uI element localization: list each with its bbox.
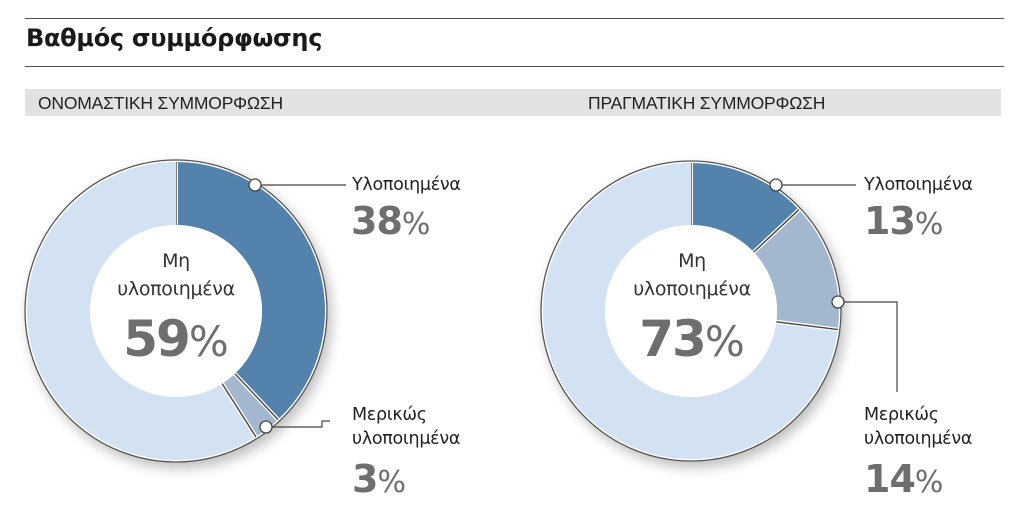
implemented-value-nominal: 38% [351,202,430,240]
center-label-actual: Μη υλοποιημένα [612,247,772,303]
page-title: Βαθμός συμμόρφωσης [26,24,323,52]
header-band-nominal [25,89,515,116]
label-line1: Μερικώς [864,405,939,425]
center-value-nominal: 59% [96,314,256,364]
percent-sign: % [188,317,229,366]
title-rule [25,66,1004,67]
partial-value-nominal: 3% [352,460,406,498]
marker-partial-nominal [259,420,273,434]
center-value-number: 73 [639,310,707,368]
center-value-number: 59 [123,310,191,368]
leader-lines-actual [776,184,898,392]
percent-sign: % [914,465,944,500]
label-line2: υλοποιημένα [352,429,461,449]
leader-lines-nominal [256,184,346,428]
center-label-line2: υλοποιημένα [117,278,235,300]
partial-label-actual: Μερικώς υλοποιημένα [864,403,972,451]
percent-sign: % [401,207,431,242]
top-rule [25,18,1004,19]
value-number: 14 [864,457,916,501]
percent-sign: % [914,207,944,242]
donut-actual [540,160,842,462]
center-value-actual: 73% [612,314,772,364]
center-label-line1: Μη [678,250,706,272]
slice-partial [753,209,839,330]
slice-implemented [691,163,799,253]
marker-partial-actual [831,295,845,309]
donut-nominal [24,159,328,463]
chart-header-nominal: ΟΝΟΜΑΣΤΙΚΗ ΣΥΜΜΟΡΦΩΣΗ [38,93,283,113]
value-number: 3 [352,457,378,501]
percent-sign: % [377,465,406,500]
slice-not-implemented [27,162,256,460]
implemented-label-nominal: Υλοποιημένα [352,175,461,195]
slice-not-implemented [542,163,838,459]
center-label-nominal: Μη υλοποιημένα [96,247,256,303]
center-label-line2: υλοποιημένα [633,278,751,300]
center-label-line1: Μη [162,250,190,272]
label-line1: Μερικώς [352,405,427,425]
chart-header-actual: ΠΡΑΓΜΑΤΙΚΗ ΣΥΜΜΟΡΦΩΣΗ [588,93,826,113]
implemented-label-actual: Υλοποιημένα [864,175,973,195]
header-band-actual [512,89,1001,116]
slice-implemented [176,162,326,420]
marker-implemented-actual [769,178,783,192]
implemented-value-actual: 13% [864,202,943,240]
marker-implemented-nominal [248,178,262,192]
value-number: 38 [351,199,403,243]
label-line2: υλοποιημένα [864,429,973,449]
partial-label-nominal: Μερικώς υλοποιημένα [352,403,460,451]
percent-sign: % [704,317,745,366]
partial-value-actual: 14% [864,460,943,498]
value-number: 13 [864,199,916,243]
